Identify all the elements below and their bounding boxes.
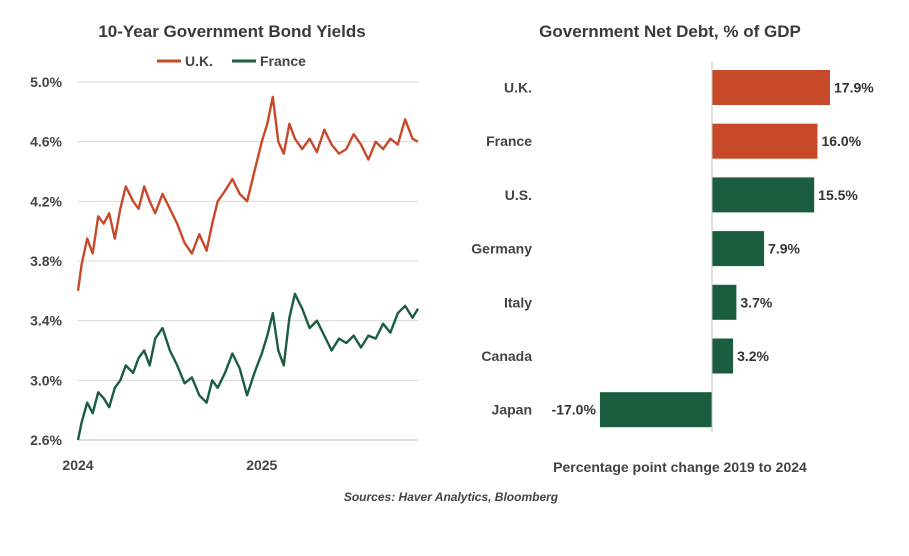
bar-germany (712, 231, 765, 267)
category-label: U.S. (505, 187, 532, 203)
yield-y-tick-label: 5.0% (30, 74, 62, 90)
bar-france (712, 123, 818, 159)
data-label: 17.9% (834, 80, 874, 96)
data-label: 15.5% (818, 187, 858, 203)
category-label: Italy (504, 294, 532, 310)
series-line-uk (76, 95, 419, 291)
bar-uk (712, 70, 830, 105)
yield-x-tick-label: 2025 (246, 457, 277, 473)
yield-y-tick-label: 2.6% (30, 432, 62, 448)
data-label: 3.7% (740, 294, 772, 310)
bar-italy (712, 284, 737, 320)
debt-x-axis-label: Percentage point change 2019 to 2024 (553, 459, 807, 475)
yield-y-tick-label: 3.8% (30, 253, 62, 269)
data-label: 7.9% (768, 241, 800, 257)
yield-y-tick-label: 4.2% (30, 193, 62, 209)
yield-x-tick-label: 2024 (62, 457, 93, 473)
legend-label-uk: U.K. (185, 53, 213, 69)
bar-canada (712, 338, 734, 374)
data-label: 16.0% (821, 133, 861, 149)
yield-chart-title: 10-Year Government Bond Yields (98, 22, 365, 41)
source-note: Sources: Haver Analytics, Bloomberg (344, 490, 559, 504)
data-label: 3.2% (737, 348, 769, 364)
debt-chart: Government Net Debt, % of GDP U.K. 17.9% F… (471, 22, 874, 475)
category-label: U.K. (504, 80, 532, 96)
yield-y-ticks: 5.0% 4.6% 4.2% 3.8% 3.4% 3.0% 2.6% (30, 74, 62, 448)
legend-label-france: France (260, 53, 306, 69)
yield-legend: U.K. France (157, 53, 306, 69)
bar-japan (599, 392, 712, 428)
debt-chart-title: Government Net Debt, % of GDP (539, 22, 801, 41)
series-line-france (76, 292, 420, 441)
yield-series-lines (76, 95, 420, 441)
yield-x-ticks: 2024 2025 (62, 457, 277, 473)
category-label: Germany (471, 241, 532, 257)
bar-us (712, 177, 815, 213)
yield-chart: 10-Year Government Bond Yields U.K. Fran… (30, 22, 420, 473)
yield-gridlines (78, 81, 418, 441)
yield-y-tick-label: 4.6% (30, 134, 62, 150)
yield-y-tick-label: 3.0% (30, 372, 62, 388)
yield-y-tick-label: 3.4% (30, 313, 62, 329)
data-label: -17.0% (552, 402, 597, 418)
debt-bars: U.K. 17.9% France 16.0% U.S. 15.5% Germany 7.9%… (471, 70, 874, 428)
category-label: France (486, 133, 532, 149)
category-label: Canada (481, 348, 532, 364)
category-label: Japan (492, 402, 532, 418)
